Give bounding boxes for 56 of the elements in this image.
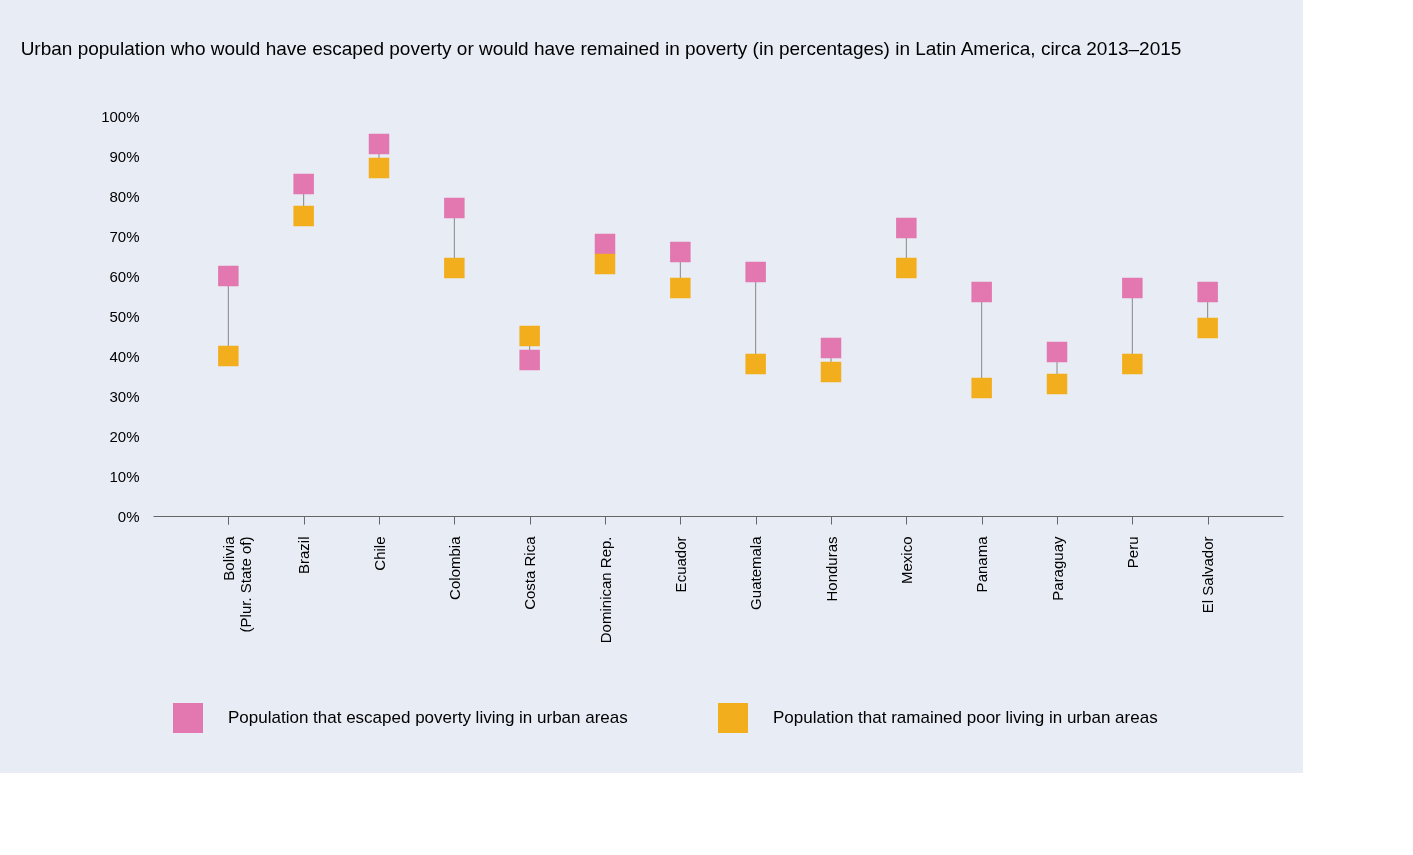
point [594, 233, 616, 255]
point [820, 361, 842, 383]
x-tick-label: Peru [1123, 536, 1141, 569]
point [444, 197, 465, 219]
y-tick-label: 80% [109, 187, 140, 205]
x-tick-label: Costa Rica [521, 535, 539, 610]
point [594, 253, 616, 275]
y-tick-label: 0% [117, 507, 140, 525]
y-tick-label: 10% [109, 467, 140, 485]
x-tick-label: Dominican Rep. [596, 536, 614, 644]
x-tick-label: Chile [370, 536, 388, 571]
point [896, 217, 917, 239]
point [293, 205, 314, 227]
point [519, 325, 540, 347]
legend-label: Population that escaped poverty living in urban areas [228, 708, 628, 727]
point [444, 257, 465, 279]
x-tick-label: Guatemala [747, 535, 765, 610]
point [971, 377, 992, 399]
y-tick-label: 90% [109, 147, 140, 165]
point [218, 345, 239, 367]
point [519, 349, 540, 371]
x-tick-label: El Salvador [1199, 536, 1217, 614]
point [745, 353, 766, 375]
point [1122, 277, 1143, 299]
point [368, 133, 390, 155]
y-tick-label: 50% [109, 307, 140, 325]
point [670, 277, 691, 299]
point [1197, 281, 1218, 303]
point [218, 265, 239, 287]
y-tick-label: 100% [101, 107, 140, 125]
point [971, 281, 992, 303]
x-tick-label: Paraguay [1048, 536, 1066, 601]
point [293, 173, 314, 195]
legend-label: Population that ramained poor living in urban areas [773, 708, 1158, 727]
point [1046, 373, 1068, 395]
y-tick-label: 70% [109, 227, 140, 245]
y-tick-label: 20% [109, 427, 140, 445]
x-tick-label: Panama [973, 535, 991, 593]
y-tick-label: 60% [109, 267, 140, 285]
x-tick-label: Bolivia (Plur. State of) [219, 535, 254, 633]
point [1046, 341, 1068, 363]
x-tick-label: Colombia [445, 535, 463, 600]
x-tick-label: Brazil [295, 536, 313, 575]
point [670, 241, 691, 263]
y-tick-label: 30% [109, 387, 140, 405]
y-tick-label: 40% [109, 347, 140, 365]
point [368, 157, 390, 179]
x-tick-label: Honduras [822, 536, 840, 602]
point [1122, 353, 1143, 375]
x-tick-label: Mexico [897, 536, 915, 585]
chart-title: Urban population who would have escaped poverty or would have remained in poverty (in percentages) in Latin America, circa 2013–2015 [20, 38, 1182, 59]
point [820, 337, 842, 359]
point [1197, 317, 1218, 339]
point [745, 261, 766, 283]
x-tick-label: Ecuador [671, 536, 689, 593]
point [896, 257, 917, 279]
